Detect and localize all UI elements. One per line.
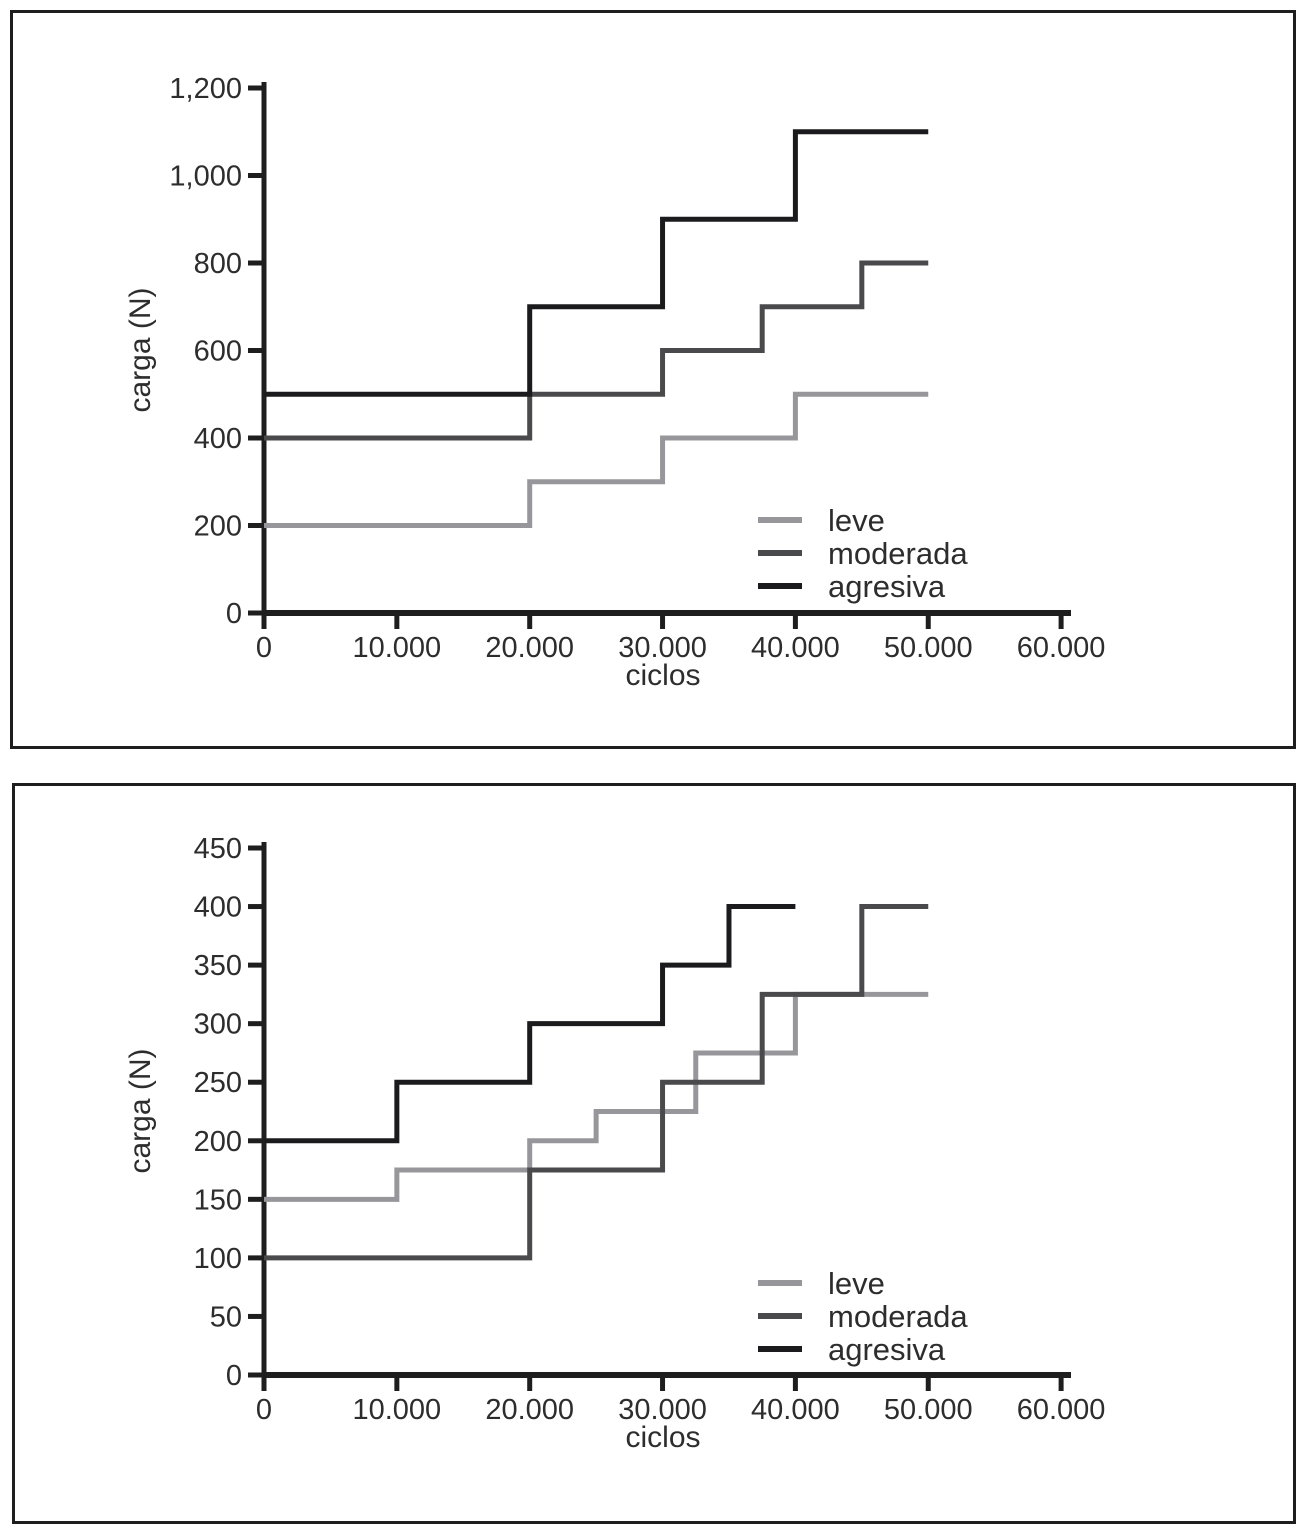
x-tick-label: 30.000	[618, 1394, 707, 1426]
chart-panel-bottom: 0 50 100 150 200 250 300 350 400 450 0 10.000 20.000…	[12, 783, 1296, 1524]
x-axis-title: ciclos	[625, 1421, 700, 1454]
x-tick-label: 0	[256, 632, 272, 664]
x-tick-label: 10.000	[352, 632, 441, 664]
x-tick-label: 20.000	[485, 1394, 574, 1426]
series-moderada-line	[264, 260, 929, 441]
x-tick-label: 40.000	[751, 632, 840, 664]
series-leve-line	[264, 991, 929, 1202]
y-tick-label: 1,000	[169, 161, 242, 193]
y-tick-label: 600	[194, 336, 242, 368]
y-tick-label: 50	[210, 1301, 242, 1333]
y-axis-title: carga (N)	[124, 1048, 157, 1173]
x-tick-label: 0	[256, 1394, 272, 1426]
series-leve-line	[264, 391, 929, 528]
step-chart-top: 0 200 400 600 800 1,000 1,200 0 10.000 20.000 30.0…	[124, 73, 1106, 692]
y-tick-label: 800	[194, 248, 242, 280]
x-tick-label: 10.000	[352, 1394, 441, 1426]
legend-label-leve: leve	[828, 503, 885, 538]
y-tick-label: 400	[194, 423, 242, 455]
chart-panel-top: 0 200 400 600 800 1,000 1,200 0 10.000 20.000 30.0…	[10, 10, 1296, 749]
y-axis-title: carga (N)	[124, 287, 157, 412]
y-tick-label: 350	[194, 950, 242, 982]
legend-label-agresiva: agresiva	[828, 1332, 946, 1367]
y-tick-label: 100	[194, 1243, 242, 1275]
y-tick-label: 0	[226, 1360, 242, 1392]
legend-label-agresiva: agresiva	[828, 569, 946, 604]
y-tick-label: 300	[194, 1009, 242, 1041]
y-tick-label: 200	[194, 1126, 242, 1158]
x-axis-title: ciclos	[625, 659, 700, 692]
x-tick-label: 40.000	[751, 1394, 840, 1426]
series-agresiva-line	[264, 129, 929, 397]
y-tick-label: 250	[194, 1067, 242, 1099]
x-tick-label: 50.000	[884, 1394, 973, 1426]
series-agresiva-line	[264, 904, 796, 1144]
y-tick-label: 400	[194, 892, 242, 924]
x-tick-label: 30.000	[618, 632, 707, 664]
legend-label-moderada: moderada	[828, 536, 968, 571]
x-tick-label: 60.000	[1017, 632, 1106, 664]
series-moderada-line	[264, 904, 929, 1261]
y-tick-label: 150	[194, 1184, 242, 1216]
y-tick-label: 0	[226, 598, 242, 630]
x-tick-label: 60.000	[1017, 1394, 1106, 1426]
x-tick-label: 20.000	[485, 632, 574, 664]
y-tick-label: 450	[194, 833, 242, 865]
y-tick-label: 200	[194, 511, 242, 543]
legend-label-leve: leve	[828, 1266, 885, 1301]
legend-label-moderada: moderada	[828, 1299, 968, 1334]
step-chart-bottom: 0 50 100 150 200 250 300 350 400 450 0 10.000 20.000…	[124, 833, 1106, 1454]
y-tick-label: 1,200	[169, 73, 242, 105]
x-tick-label: 50.000	[884, 632, 973, 664]
